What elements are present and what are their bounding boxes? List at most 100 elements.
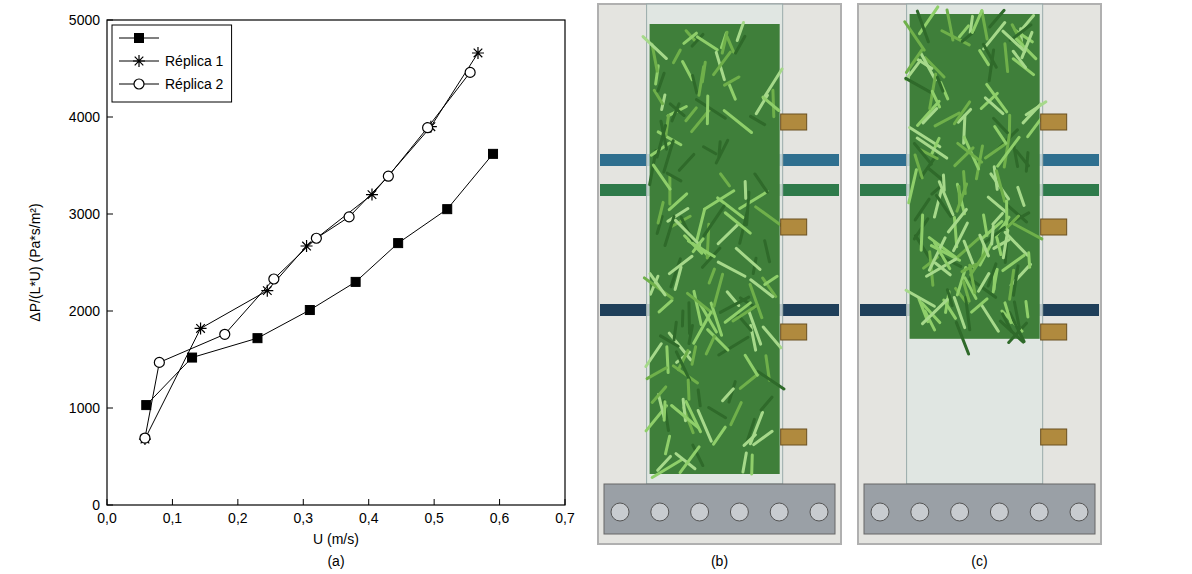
leaf (650, 274, 665, 295)
leaf (745, 355, 757, 375)
leaf (675, 267, 681, 289)
leaf (743, 453, 746, 472)
leaf (720, 297, 749, 312)
leaf (676, 220, 700, 244)
leaf (706, 336, 714, 354)
data-point (465, 67, 475, 77)
leaf (1005, 44, 1008, 72)
leaf (1014, 302, 1019, 329)
photo-frame (598, 4, 841, 544)
x-tick (303, 499, 304, 505)
leaf (1029, 253, 1030, 267)
x-tick-label: 0,6 (490, 510, 510, 526)
fitting (781, 114, 807, 130)
leaf (954, 297, 964, 327)
leaf (653, 165, 670, 189)
x-tick (237, 499, 238, 505)
leaf (1005, 232, 1027, 255)
leaf (1014, 224, 1042, 239)
panel-label: (b) (711, 553, 728, 569)
tube (647, 4, 783, 484)
leaf (957, 186, 961, 204)
leaf (704, 206, 724, 236)
fitting (1041, 114, 1067, 130)
leaf (665, 216, 674, 245)
leaf (935, 243, 950, 269)
data-point (140, 433, 150, 443)
leaf (696, 100, 725, 119)
leaf (652, 387, 666, 403)
leaf (709, 408, 726, 418)
x-axis-title: U (m/s) (313, 531, 359, 547)
panel-label: (a) (327, 553, 344, 569)
bolt (951, 503, 969, 521)
bolt (1030, 503, 1048, 521)
bed (910, 14, 1040, 339)
leaf (683, 62, 693, 80)
leaf (923, 109, 937, 123)
legend-marker (133, 55, 145, 67)
fitting (1041, 429, 1067, 445)
leaf (744, 181, 748, 198)
leaf (983, 44, 996, 67)
leaf (667, 173, 681, 181)
x-tick-label: 0,4 (359, 510, 379, 526)
leaf (722, 32, 727, 53)
leaf (754, 431, 772, 444)
leaf (672, 104, 679, 121)
leaf (989, 50, 993, 81)
y-tick (107, 408, 113, 409)
legend-marker (135, 34, 144, 43)
leaf (669, 194, 686, 210)
plot-area (139, 47, 498, 445)
data-point (154, 357, 164, 367)
y-tick (107, 117, 113, 118)
leaf (659, 300, 672, 312)
flange (604, 484, 835, 534)
bolt (911, 503, 929, 521)
y-tick-label: 1000 (69, 400, 100, 416)
leaf (736, 248, 760, 269)
leaf (906, 78, 931, 92)
y-tick-label: 3000 (69, 206, 100, 222)
legend: Réplica 1Réplica 2 (112, 25, 232, 102)
y-tick-label: 0 (92, 497, 100, 513)
leaf (643, 37, 666, 59)
leaf (906, 50, 921, 73)
data-point (301, 240, 313, 252)
leaf (751, 116, 765, 124)
leaf (660, 336, 678, 346)
leaf (964, 172, 966, 194)
x-tick-label: 0,2 (228, 510, 248, 526)
y-axis-title: ΔP/(L*U) (Pa*s/m²) (27, 203, 43, 321)
leaf (936, 195, 950, 216)
photo (858, 4, 1101, 544)
leaf (970, 265, 975, 292)
leaf (725, 213, 750, 233)
leaf (698, 410, 711, 441)
data-point (472, 47, 484, 59)
x-tick (368, 499, 369, 505)
leaf (736, 36, 745, 53)
leaf (972, 299, 988, 312)
fitting (1041, 324, 1067, 340)
leaf (915, 155, 922, 178)
leaf (909, 170, 917, 203)
leaf (672, 406, 699, 428)
leaf (681, 311, 684, 326)
x-tick-label: 0,0 (97, 510, 117, 526)
leaf (663, 402, 667, 420)
leaf (917, 138, 947, 158)
bolt (611, 503, 629, 521)
leaf (698, 390, 700, 406)
leaf (1010, 25, 1031, 40)
leaf (692, 347, 696, 365)
leaf (694, 291, 701, 324)
leaf (923, 300, 948, 324)
leaf (997, 238, 1001, 254)
leaf (697, 37, 717, 50)
leaf (1026, 102, 1046, 115)
photo (598, 4, 841, 544)
panel-label: (c) (971, 553, 987, 569)
bolt (990, 503, 1008, 521)
